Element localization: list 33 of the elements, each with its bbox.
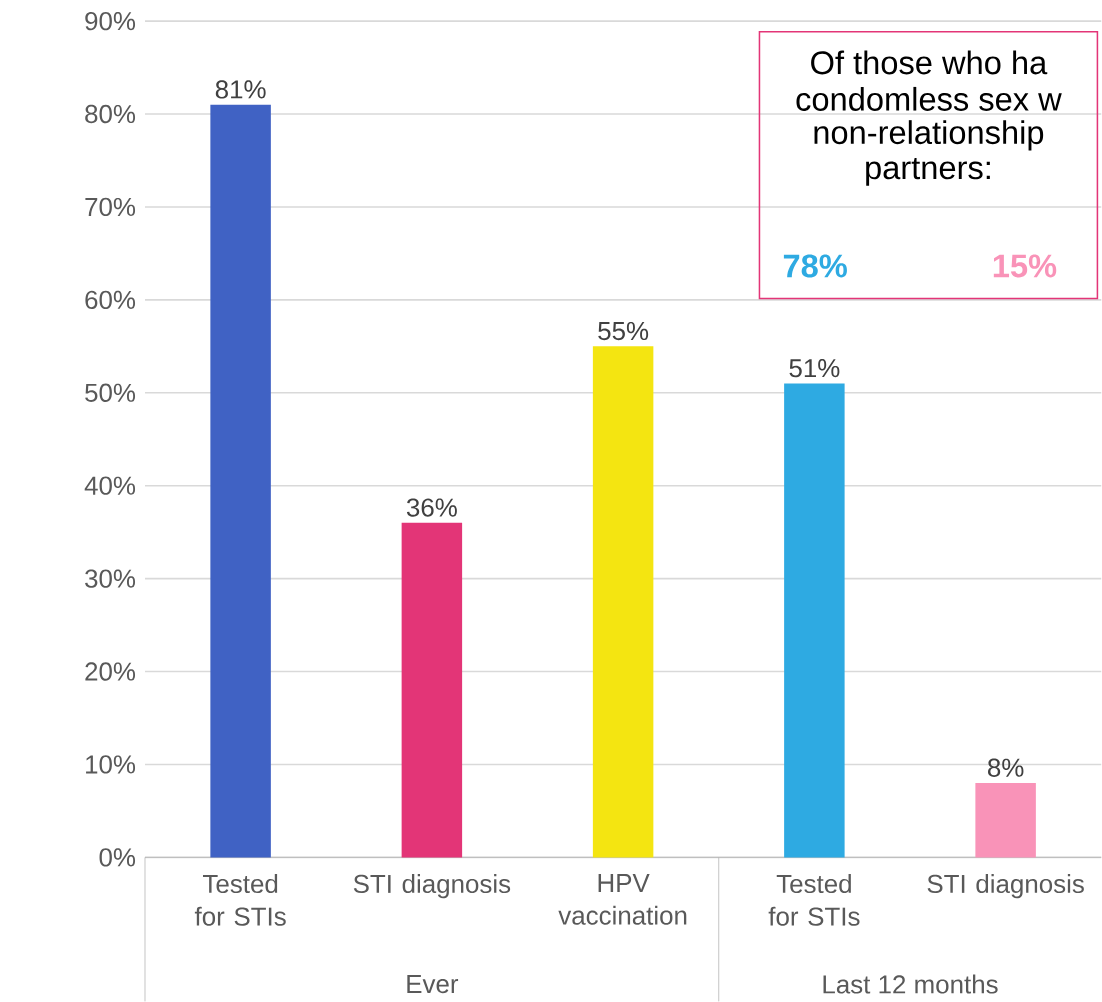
- y-tick-label: 90%: [85, 11, 136, 31]
- data-label: 36%: [406, 498, 457, 517]
- text: Last 12 months: [823, 974, 998, 994]
- y-tick-label: 30%: [85, 569, 136, 588]
- x-tick-label: HPV vaccination: [558, 873, 687, 925]
- y-tick-label: 50%: [85, 383, 136, 402]
- annotation: 15%: [993, 254, 1057, 278]
- bar: [975, 782, 1036, 858]
- bar: [592, 346, 654, 858]
- y-tick-label: 10%: [86, 755, 136, 774]
- data-label: 81%: [215, 80, 266, 99]
- x-tick-label: STI diagnosis: [353, 873, 511, 899]
- annotation: non-relationship: [814, 120, 1044, 151]
- y-tick-label: 20%: [85, 662, 136, 681]
- annotation: Of those who ha: [811, 50, 1048, 75]
- text: Ever: [407, 974, 459, 994]
- bar: [401, 522, 463, 858]
- annotation: partners:: [866, 157, 990, 186]
- y-tick-label: 80%: [85, 104, 136, 124]
- x-tick-label: STI diagnosis: [927, 873, 1084, 899]
- data-label: 8%: [988, 758, 1024, 777]
- y-tick-label: 60%: [85, 290, 136, 309]
- y-tick-label: 70%: [85, 197, 136, 216]
- bar: [210, 104, 271, 858]
- data-label: 51%: [789, 359, 840, 378]
- annotation: condomless sex w: [796, 86, 1062, 111]
- bar: [784, 383, 845, 858]
- annotation: 78%: [783, 254, 847, 278]
- y-tick-label: 0%: [99, 848, 136, 867]
- data-label: 55%: [598, 321, 649, 341]
- y-tick-label: 40%: [84, 476, 136, 495]
- x-tick-label: Tested for STIs: [768, 873, 860, 926]
- x-tick-label: Tested for STIs: [194, 873, 286, 926]
